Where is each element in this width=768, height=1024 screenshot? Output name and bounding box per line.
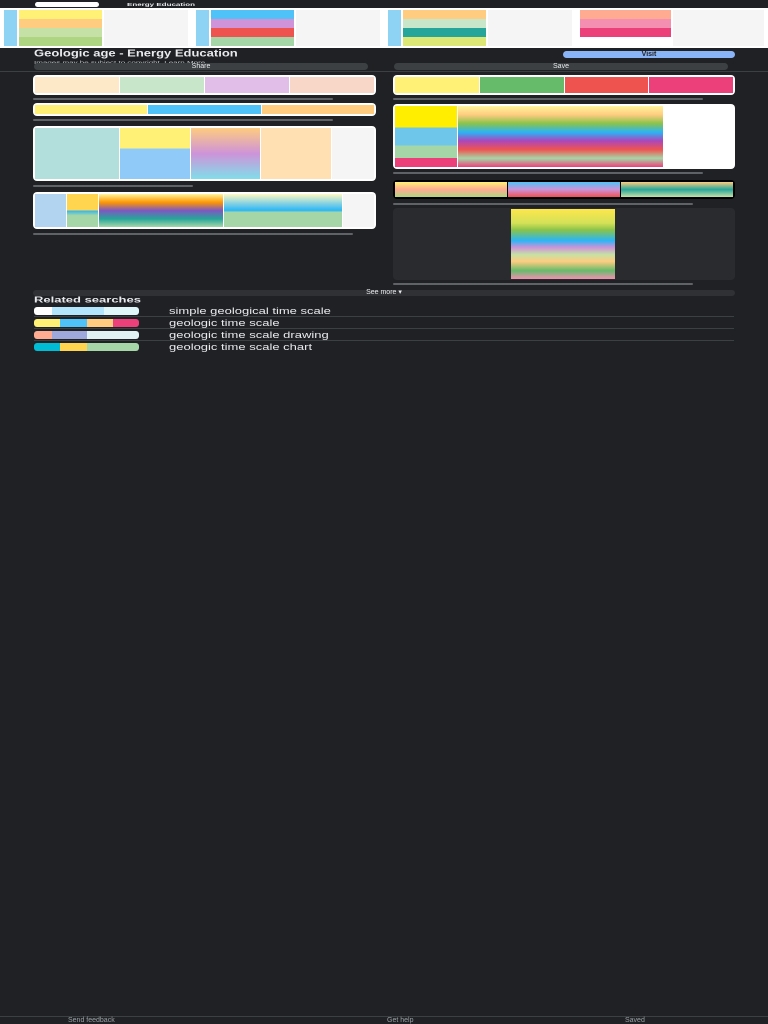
image-caption: [33, 119, 333, 121]
get-help-link[interactable]: Get help: [387, 1017, 414, 1024]
share-label: Share: [191, 63, 211, 70]
similar-image[interactable]: [393, 75, 735, 95]
send-feedback-link[interactable]: Send feedback: [68, 1017, 115, 1024]
similar-image[interactable]: [393, 208, 735, 280]
saved-link[interactable]: Saved: [625, 1017, 645, 1024]
similar-image[interactable]: [393, 104, 735, 169]
result-title[interactable]: Geologic age - Energy Education: [34, 47, 238, 59]
related-label: simple geological time scale: [169, 304, 331, 316]
related-thumbnail: [34, 318, 139, 327]
related-item[interactable]: simple geological time scale: [34, 305, 734, 317]
site-logo: [35, 1, 99, 7]
footer: Send feedback Get help Saved: [0, 1016, 768, 1024]
image-caption: [393, 203, 693, 205]
copyright-notice[interactable]: Images may be subject to copyright. Lear…: [34, 60, 205, 65]
related-item[interactable]: geologic time scale drawing: [34, 329, 734, 341]
similar-image[interactable]: [33, 103, 376, 116]
related-heading: Related searches: [34, 295, 141, 305]
image-caption: [393, 283, 693, 285]
image-caption: [33, 233, 353, 235]
related-thumbnail: [34, 330, 139, 339]
save-button[interactable]: Save: [394, 63, 728, 70]
similar-image[interactable]: [33, 192, 376, 229]
top-bar: Energy Education: [0, 0, 768, 8]
site-name: Energy Education: [127, 1, 196, 7]
similar-image[interactable]: [393, 180, 735, 199]
see-more-label: See more: [366, 289, 397, 296]
image-caption: [33, 98, 333, 100]
image-caption: [33, 185, 193, 187]
related-label: geologic time scale chart: [169, 341, 313, 352]
related-thumbnail: [34, 343, 139, 351]
image-caption: [393, 98, 703, 100]
related-item[interactable]: geologic time scale chart: [34, 341, 734, 353]
similar-image[interactable]: [33, 126, 376, 181]
similar-image[interactable]: [33, 75, 376, 95]
related-item[interactable]: geologic time scale: [34, 317, 734, 329]
image-caption: [393, 172, 703, 174]
thumbnail-graphic: [511, 209, 615, 279]
main-image[interactable]: [0, 0, 768, 48]
related-label: geologic time scale drawing: [169, 328, 329, 340]
related-label: geologic time scale: [169, 316, 280, 328]
related-thumbnail: [34, 306, 139, 315]
see-more-button[interactable]: See more ▾: [33, 289, 735, 296]
share-button[interactable]: Share: [34, 63, 368, 70]
save-label: Save: [553, 63, 569, 70]
chevron-down-icon: ▾: [398, 289, 402, 296]
divider: [0, 71, 768, 72]
visit-button[interactable]: Visit: [563, 51, 735, 58]
